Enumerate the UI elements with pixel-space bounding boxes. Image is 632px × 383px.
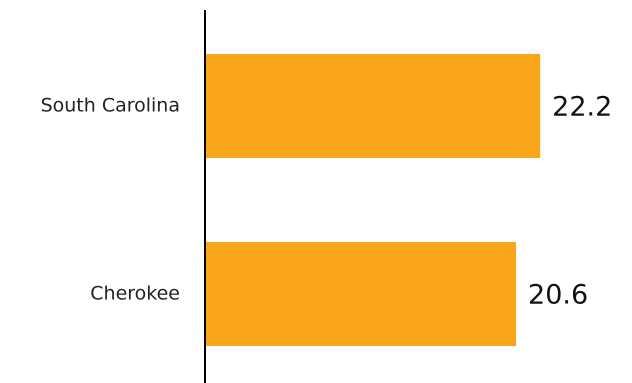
value-labels-layer: 22.2 20.6 [528, 92, 612, 311]
bar-0 [205, 54, 541, 158]
category-label-0: South Carolina [41, 95, 180, 117]
value-label-1: 20.6 [528, 280, 588, 311]
value-label-0: 22.2 [552, 92, 612, 123]
bar-1 [205, 242, 517, 346]
category-label-1: Cherokee [90, 283, 180, 305]
category-labels-layer: South Carolina Cherokee [41, 95, 180, 305]
bars-layer [205, 54, 541, 346]
